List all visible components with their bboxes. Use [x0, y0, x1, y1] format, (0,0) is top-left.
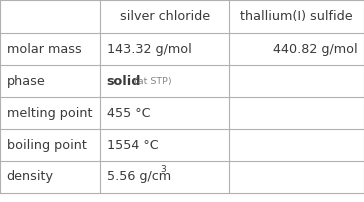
Text: density: density — [7, 170, 54, 183]
Text: silver chloride: silver chloride — [120, 10, 210, 23]
Text: melting point: melting point — [7, 107, 92, 120]
Text: 143.32 g/mol: 143.32 g/mol — [107, 43, 191, 56]
Text: phase: phase — [7, 75, 45, 88]
Text: 455 °C: 455 °C — [107, 107, 150, 120]
Text: 1554 °C: 1554 °C — [107, 139, 158, 152]
Text: 3: 3 — [161, 165, 166, 175]
Text: 5.56 g/cm: 5.56 g/cm — [107, 170, 171, 183]
Text: (at STP): (at STP) — [134, 77, 171, 86]
Text: 440.82 g/mol: 440.82 g/mol — [273, 43, 357, 56]
Text: molar mass: molar mass — [7, 43, 81, 56]
Text: thallium(I) sulfide: thallium(I) sulfide — [240, 10, 353, 23]
Text: boiling point: boiling point — [7, 139, 86, 152]
Text: solid: solid — [107, 75, 141, 88]
